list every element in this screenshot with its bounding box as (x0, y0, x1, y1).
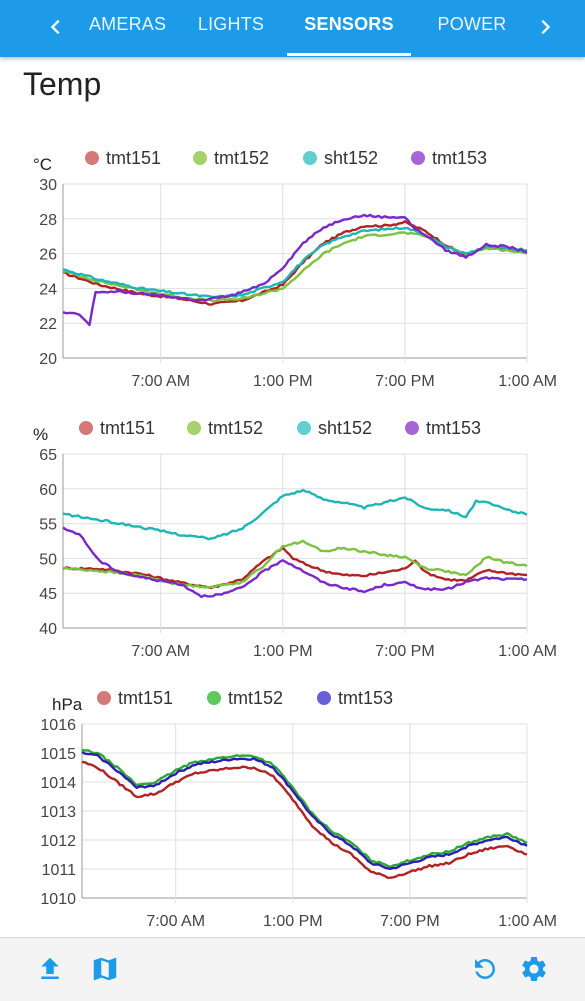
y-tick-label: 1016 (40, 717, 76, 734)
y-tick-label: 45 (39, 586, 57, 603)
tab-lights[interactable]: LIGHTS (197, 14, 265, 34)
bottom-toolbar (0, 937, 585, 1001)
chart-svg: % tmt151 tmt152 sht152 tmt153 65 60 55 50 45 40 7:0… (33, 418, 557, 660)
tab-scroll-left-button[interactable] (36, 0, 76, 54)
y-unit-label: % (33, 425, 48, 444)
humidity-chart: % tmt151 tmt152 sht152 tmt153 65 60 55 50 45 40 7:0… (0, 410, 585, 670)
series-line-tmt153 (62, 213, 528, 327)
y-tick-label: 1014 (40, 775, 76, 792)
settings-icon (522, 957, 546, 981)
chevron-left-icon (50, 19, 60, 35)
active-tab-indicator (287, 53, 411, 56)
y-tick-label: 28 (39, 212, 57, 229)
y-unit-label: °C (33, 155, 52, 174)
y-tick-label: 24 (39, 281, 57, 298)
y-tick-label: 60 (39, 482, 57, 499)
y-tick-label: 1015 (40, 746, 76, 763)
x-tick-label: 7:00 AM (131, 643, 190, 660)
x-tick-label: 7:00 PM (375, 373, 435, 390)
upload-icon (41, 957, 59, 979)
x-tick-label: 7:00 AM (146, 913, 205, 930)
x-tick-label: 1:00 PM (253, 643, 313, 660)
map-icon (93, 957, 117, 981)
legend-label: sht152 (318, 418, 372, 438)
page-title: Temp (23, 66, 102, 102)
y-tick-label: 20 (39, 351, 57, 368)
series-line-sht152 (62, 488, 528, 541)
y-tick-label: 30 (39, 177, 57, 194)
tab-cameras[interactable]: CAMERAS (88, 14, 167, 34)
series-line-tmt153 (81, 751, 528, 870)
series-line-tmt151 (81, 760, 528, 879)
legend-marker (97, 691, 111, 705)
legend-marker (79, 421, 93, 435)
x-tick-label: 7:00 PM (380, 913, 440, 930)
legend-label: tmt153 (426, 418, 481, 438)
legend-label: tmt151 (118, 688, 173, 708)
temperature-chart: °C tmt151 tmt152 sht152 tmt153 30 28 26 24 22 20 7:… (0, 140, 585, 400)
x-tick-label: 7:00 AM (131, 373, 190, 390)
legend-label: tmt151 (100, 418, 155, 438)
x-tick-label: 1:00 AM (498, 373, 557, 390)
y-unit-label: hPa (52, 695, 83, 714)
legend-marker (187, 421, 201, 435)
x-tick-label: 1:00 PM (253, 373, 313, 390)
y-tick-label: 1011 (42, 862, 77, 879)
chevron-right-icon (541, 19, 551, 35)
series-line-tmt152 (62, 539, 528, 589)
legend-marker (193, 151, 207, 165)
legend-label: tmt152 (214, 148, 269, 168)
series-line-sht152 (62, 226, 528, 299)
legend-label: tmt153 (338, 688, 393, 708)
tabs-viewport: CAMERAS LIGHTS SENSORS POWER (88, 0, 508, 57)
y-tick-label: 26 (39, 247, 57, 264)
tab-power[interactable]: POWER (437, 14, 507, 34)
legend-label: tmt151 (106, 148, 161, 168)
series-line-tmt151 (62, 220, 528, 306)
refresh-button[interactable] (468, 952, 502, 986)
y-tick-label: 65 (39, 447, 57, 464)
legend-marker (85, 151, 99, 165)
x-tick-label: 1:00 AM (498, 643, 557, 660)
map-button[interactable] (88, 952, 122, 986)
x-tick-label: 1:00 PM (263, 913, 323, 930)
legend-label: sht152 (324, 148, 378, 168)
tab-scroll-right-button[interactable] (525, 0, 565, 54)
chart-svg: hPa tmt151 tmt152 tmt153 1016 1015 1014 1013 101… (40, 688, 557, 930)
legend-label: tmt152 (208, 418, 263, 438)
y-tick-label: 40 (39, 621, 57, 638)
y-tick-label: 1012 (40, 833, 76, 850)
legend-marker (303, 151, 317, 165)
y-tick-label: 1010 (40, 891, 76, 908)
series-line-tmt153 (62, 526, 528, 599)
y-tick-label: 55 (39, 517, 57, 534)
legend-marker (207, 691, 221, 705)
series-line-tmt151 (62, 546, 528, 590)
upload-button[interactable] (33, 952, 67, 986)
legend-marker (317, 691, 331, 705)
y-tick-label: 22 (39, 316, 57, 333)
settings-button[interactable] (517, 952, 551, 986)
tab-bar: CAMERAS LIGHTS SENSORS POWER (0, 0, 585, 57)
legend-marker (405, 421, 419, 435)
legend-label: tmt153 (432, 148, 487, 168)
legend-marker (411, 151, 425, 165)
legend-marker (297, 421, 311, 435)
x-tick-label: 1:00 AM (498, 913, 557, 930)
x-tick-label: 7:00 PM (375, 643, 435, 660)
tab-sensors[interactable]: SENSORS (304, 14, 394, 34)
y-tick-label: 1013 (40, 804, 76, 821)
y-tick-label: 50 (39, 551, 57, 568)
pressure-chart: hPa tmt151 tmt152 tmt153 1016 1015 1014 1013 101… (0, 680, 585, 940)
refresh-icon (475, 959, 495, 979)
legend-label: tmt152 (228, 688, 283, 708)
chart-svg: °C tmt151 tmt152 sht152 tmt153 30 28 26 24 22 20 7:… (33, 148, 557, 390)
series-line-tmt152 (81, 748, 528, 869)
